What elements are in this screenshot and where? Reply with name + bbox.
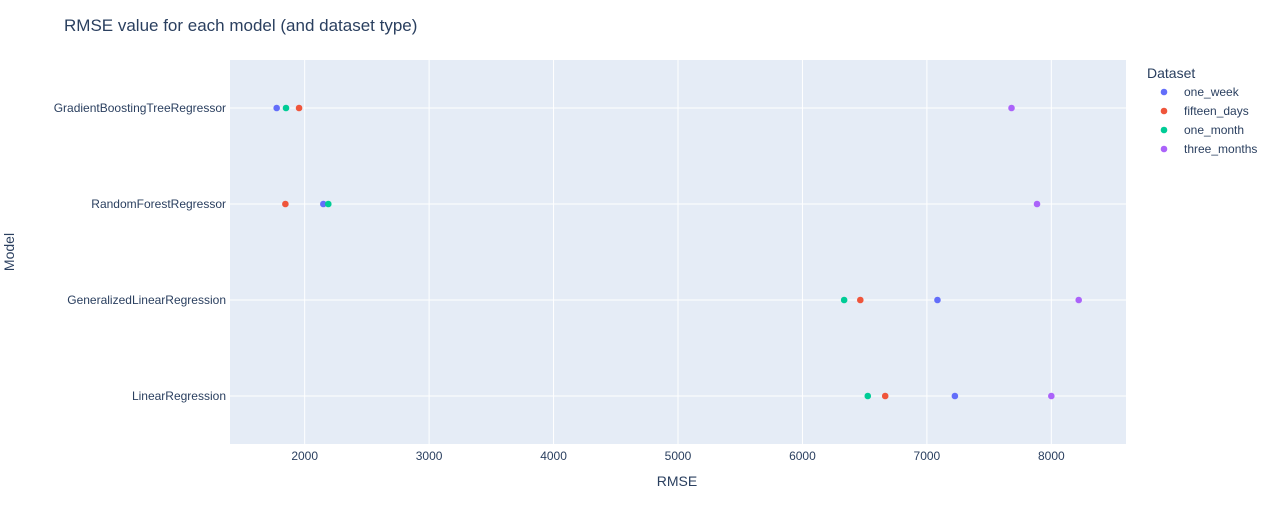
- y-tick-labels: GradientBoostingTreeRegressor RandomFores…: [54, 101, 226, 403]
- y-tick-label: RandomForestRegressor: [91, 197, 226, 211]
- point-fifteen_days: [295, 104, 303, 112]
- point-one_week: [320, 200, 327, 208]
- x-tick-label: 8000: [1038, 449, 1065, 463]
- point-three_months: [1048, 392, 1055, 400]
- legend-label: three_months: [1184, 142, 1257, 156]
- point-fifteen_days: [857, 296, 864, 304]
- point-one_month: [282, 104, 290, 112]
- point-one_week: [951, 392, 959, 400]
- legend-marker-one_week: [1160, 88, 1168, 96]
- x-tick-label: 5000: [665, 449, 692, 463]
- point-fifteen_days: [881, 392, 889, 400]
- legend-marker-one_month: [1160, 126, 1168, 134]
- legend-marker-three_months: [1160, 145, 1168, 153]
- x-tick-labels: 2000 3000 4000 5000 6000 7000 8000: [291, 449, 1065, 463]
- point-one_month: [864, 392, 872, 400]
- point-fifteen_days: [282, 200, 289, 208]
- legend-label: one_month: [1184, 123, 1244, 137]
- y-tick-label: GeneralizedLinearRegression: [67, 293, 226, 307]
- legend-items: one_week fifteen_days one_month three_month…: [1160, 85, 1257, 156]
- y-tick-label: GradientBoostingTreeRegressor: [54, 101, 226, 115]
- legend-label: one_week: [1184, 85, 1240, 99]
- x-tick-label: 3000: [416, 449, 443, 463]
- x-tick-label: 2000: [291, 449, 318, 463]
- legend-label: fifteen_days: [1184, 104, 1249, 118]
- point-three_months: [1008, 104, 1015, 112]
- x-tick-label: 6000: [789, 449, 816, 463]
- points-layer: [273, 104, 1083, 400]
- point-one_month: [840, 296, 848, 304]
- point-one_week: [273, 104, 280, 112]
- point-one_month: [325, 200, 332, 208]
- x-tick-label: 7000: [914, 449, 941, 463]
- chart-title: RMSE value for each model (and dataset t…: [64, 16, 417, 35]
- y-tick-label: LinearRegression: [132, 389, 226, 403]
- x-tick-label: 4000: [540, 449, 567, 463]
- legend: Dataset one_week fifteen_days one_monththr…: [1147, 65, 1257, 156]
- grid-layer: [230, 60, 1126, 444]
- point-one_week: [934, 296, 941, 304]
- y-axis-label: Model: [1, 233, 17, 271]
- legend-marker-fifteen_days: [1160, 107, 1168, 115]
- point-three_months: [1033, 200, 1041, 208]
- point-three_months: [1075, 296, 1083, 304]
- legend-title: Dataset: [1147, 65, 1195, 81]
- x-axis-label: RMSE: [657, 473, 697, 489]
